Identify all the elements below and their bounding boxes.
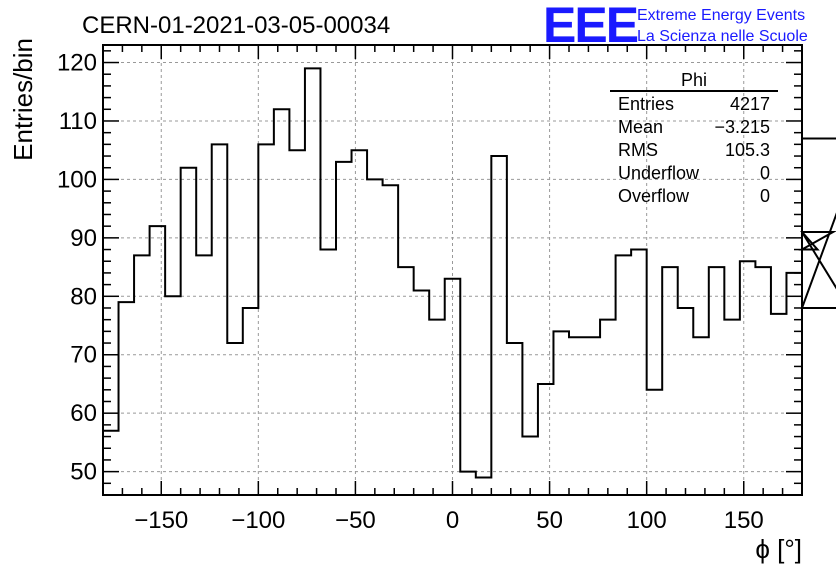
grid <box>103 45 802 495</box>
stats-row-value: −3.215 <box>714 117 770 137</box>
x-axis-label: ϕ [°] <box>755 534 802 564</box>
stats-row-label: RMS <box>618 140 658 160</box>
histogram-series <box>103 67 836 479</box>
stats-box: Phi Entries 4217 Mean −3.215 RMS 105.3 Underfl… <box>610 70 778 206</box>
y-tick-label: 80 <box>70 283 97 310</box>
stats-row-value: 0 <box>760 186 770 206</box>
y-tick-label: 70 <box>70 342 97 369</box>
stats-row-label: Entries <box>618 94 674 114</box>
y-tick-label: 90 <box>70 225 97 252</box>
stats-name: Phi <box>681 70 707 90</box>
x-tick-label: 50 <box>536 507 563 534</box>
y-tick-label: 110 <box>59 108 97 135</box>
x-tick-label: −150 <box>134 507 188 534</box>
axes: −150 −100 −50 0 50 100 150 50 60 70 80 90 100 110 120 <box>57 44 803 534</box>
x-tick-label: 0 <box>446 507 459 534</box>
y-tick-label: 50 <box>70 459 97 486</box>
histogram-line <box>103 67 836 479</box>
eee-logo: EEE Extreme Energy Events La Scienza nel… <box>543 0 808 53</box>
x-tick-label: 100 <box>627 507 667 534</box>
y-axis-label: Entries/bin <box>8 38 38 161</box>
y-tick-label: 120 <box>57 50 97 77</box>
eee-logo-line2: La Scienza nelle Scuole <box>637 28 808 45</box>
eee-logo-line1: Extreme Energy Events <box>637 7 805 24</box>
stats-row-label: Underflow <box>618 163 700 183</box>
stats-rows: Entries 4217 Mean −3.215 RMS 105.3 Underflow 0 O… <box>618 94 770 206</box>
stats-row-value: 4217 <box>730 94 770 114</box>
x-tick-label: −100 <box>231 507 285 534</box>
stats-row-value: 0 <box>760 163 770 183</box>
stats-row-value: 105.3 <box>725 140 770 160</box>
x-tick-label: 150 <box>724 507 764 534</box>
x-tick-label: −50 <box>335 507 376 534</box>
chart-title: CERN-01-2021-03-05-00034 <box>82 12 390 39</box>
y-tick-label: 60 <box>70 400 97 427</box>
stats-row-label: Overflow <box>618 186 690 206</box>
stats-row-label: Mean <box>618 117 663 137</box>
y-tick-label: 100 <box>57 166 97 193</box>
